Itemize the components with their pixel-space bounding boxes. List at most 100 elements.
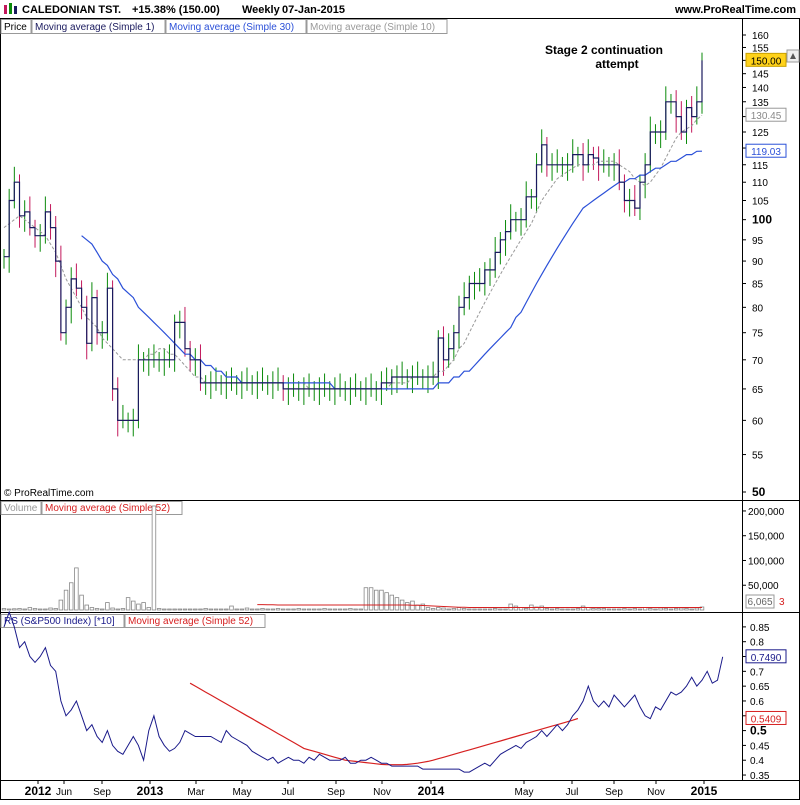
volume-tick-label: 50,000 (748, 581, 779, 592)
site-url[interactable]: www.ProRealTime.com (674, 4, 796, 16)
volume-axis: 200,000 150,000 100,000 50,000 (742, 507, 785, 592)
volume-bar (193, 608, 198, 611)
x-tick-label: Jun (56, 787, 72, 798)
rs-tick-label: 0.35 (750, 771, 770, 782)
volume-bar (22, 608, 27, 611)
volume-bar (617, 608, 622, 611)
volume-bar (48, 607, 53, 611)
legend-box-vol-ma[interactable] (41, 501, 183, 515)
price-tick-label: 70 (752, 356, 764, 367)
volume-bar (162, 608, 167, 611)
x-tick-label: Sep (93, 787, 111, 798)
volume-bar (229, 605, 234, 611)
legend-box-rs-ma[interactable] (124, 614, 266, 628)
x-tick-label: 2014 (418, 784, 445, 798)
volume-bar (296, 608, 301, 611)
volume-last-value: 6,065 (747, 597, 772, 608)
volume-bar (663, 608, 669, 611)
rs-tick-label: 0.45 (750, 741, 770, 752)
rs-tick-label: 0.6 (750, 697, 764, 708)
volume-bar (327, 608, 332, 611)
volume-bar (451, 608, 457, 611)
volume-bar (94, 608, 100, 611)
volume-bar (1, 608, 7, 611)
volume-bar (689, 608, 694, 611)
volume-tick-label: 200,000 (748, 507, 785, 518)
price-tick-label: 160 (752, 31, 769, 42)
volume-bar (280, 608, 286, 611)
x-tick-label: Sep (605, 787, 623, 798)
rs-tags: 0.7490 0.5409 (745, 649, 787, 725)
legend-rs: RS (S&P500 Index) [*10] (4, 616, 115, 627)
legend-box-price[interactable] (0, 19, 32, 34)
volume-bar (482, 608, 488, 611)
legend-box-ma1[interactable] (31, 19, 166, 34)
legend-price: Price (4, 22, 27, 33)
rs-tick-label: 0.85 (750, 623, 770, 634)
price-change: +15.38% (150.00) (132, 4, 220, 16)
volume-lines (257, 604, 702, 608)
volume-bar (343, 608, 348, 611)
volume-bar (172, 608, 177, 611)
volume-bar (353, 608, 358, 611)
price-tick-label: 95 (752, 236, 764, 247)
volume-bar (110, 607, 115, 611)
volume-bar (606, 608, 612, 611)
rs-lines (3, 610, 724, 773)
volume-bar (441, 607, 446, 611)
volume-bar (58, 599, 64, 611)
ma30-tag: 119.03 (751, 147, 781, 158)
last-price-tag-box (745, 52, 787, 67)
ma30-line (81, 150, 703, 390)
price-tick-label: 115 (752, 161, 768, 172)
volume-bar (379, 589, 384, 611)
price-tags: 150.00 130.45 119.03 (745, 52, 787, 158)
volume-bar (575, 608, 581, 611)
volume-bar (141, 602, 146, 611)
volume-bar (694, 607, 700, 611)
volume-bar (368, 587, 374, 611)
volume-bar (684, 608, 689, 611)
volume-bar (63, 589, 69, 611)
volume-bar (549, 608, 555, 611)
legend-rs-ma: Moving average (Simple 52) (128, 616, 253, 627)
volume-bar (503, 608, 508, 611)
x-tick-label: Mar (187, 787, 205, 798)
scroll-up-icon[interactable] (786, 49, 800, 63)
x-tick-label: 2012 (25, 784, 52, 798)
rs-tick-label: 0.7 (750, 667, 764, 678)
legend-box-volume[interactable] (0, 501, 42, 515)
price-tick-label: 140 (752, 83, 769, 94)
instrument-title: CALEDONIAN TST. (22, 4, 121, 16)
x-tick-label: Jul (282, 787, 295, 798)
header-bar (0, 0, 800, 18)
legend-box-ma30[interactable] (165, 19, 307, 34)
volume-bar (461, 608, 467, 611)
volume-bar (291, 608, 296, 611)
volume-bar (348, 608, 353, 611)
volume-bar (446, 608, 451, 611)
ma10-line (3, 114, 703, 390)
legend-box-rs[interactable] (0, 614, 125, 628)
price-tick-label: 85 (752, 280, 764, 291)
volume-ma-tag: 3 (779, 597, 785, 608)
price-tick-label: 50 (752, 485, 766, 499)
price-tick-label: 75 (752, 329, 764, 340)
volume-bar (560, 608, 565, 611)
volume-tag: 6,065 3 (745, 594, 785, 609)
rs-ma-tag: 0.5409 (751, 714, 782, 725)
volume-bar (239, 608, 245, 611)
header-icon (4, 3, 17, 14)
volume-bar (68, 582, 74, 611)
volume-legend: Volume Moving average (Simple 52) (0, 501, 183, 515)
price-tick-label: 65 (752, 385, 764, 396)
x-tick-label: May (515, 787, 534, 798)
legend-box-ma10[interactable] (306, 19, 448, 34)
rs-tick-label: 0.5 (750, 724, 767, 738)
volume-bar (337, 608, 343, 611)
volume-bar (430, 608, 436, 611)
volume-bar (105, 602, 110, 611)
volume-bar (301, 608, 307, 611)
volume-bar (312, 608, 317, 611)
annotation-line2: attempt (595, 57, 638, 71)
